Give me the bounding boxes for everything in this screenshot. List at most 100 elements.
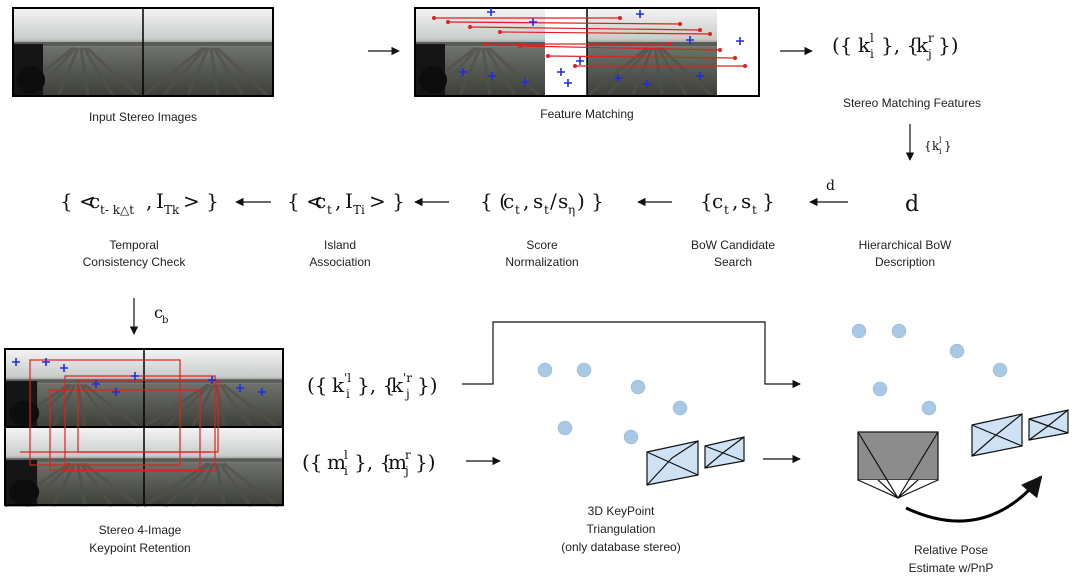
caption-temporal-1: Temporal: [109, 238, 158, 252]
svg-text:t: t: [544, 203, 549, 217]
pose-3d-points: [851, 323, 1008, 416]
svg-text:i: i: [939, 147, 942, 156]
svg-text:b: b: [162, 315, 168, 326]
caption-island-1: Island: [324, 238, 356, 252]
retention-unmatched: [12, 358, 266, 396]
caption-hier-bow-1: Hierarchical BoW: [859, 238, 952, 252]
svg-text:}, {: }, {: [881, 33, 919, 57]
caption-bow-search-2: Search: [714, 255, 752, 269]
caption-input-stereo: Input Stereo Images: [89, 110, 197, 124]
svg-text:) }: ) }: [577, 189, 604, 213]
caption-score-norm-1: Score: [526, 238, 558, 252]
svg-text:m: m: [388, 450, 407, 474]
svg-text:k: k: [916, 33, 929, 57]
relative-pose-arrow: [905, 475, 1043, 523]
caption-island-2: Association: [309, 255, 370, 269]
svg-text:s: s: [533, 189, 543, 213]
svg-text:t: t: [752, 203, 757, 217]
four-image-retention: [3, 347, 285, 508]
svg-text:'l: 'l: [344, 371, 351, 385]
svg-text:I: I: [156, 189, 164, 213]
edge-label-cb: c b: [154, 303, 168, 326]
node-d: d: [905, 192, 919, 217]
svg-text:c: c: [154, 303, 163, 322]
caption-triang-1: 3D KeyPoint: [588, 504, 655, 518]
caption-triang-3: (only database stereo): [561, 540, 680, 554]
svg-text:> }: > }: [369, 189, 405, 213]
svg-text:k: k: [332, 373, 345, 397]
svg-text:({: ({: [832, 33, 853, 57]
edge-label-d: d: [826, 178, 835, 194]
caption-score-norm-2: Normalization: [505, 255, 578, 269]
svg-text:m: m: [327, 450, 346, 474]
svg-text:Tk: Tk: [164, 203, 180, 217]
svg-text:({: ({: [302, 450, 323, 474]
svg-text:}): }): [415, 450, 436, 474]
svg-text:{: {: [924, 139, 932, 153]
svg-text:{ <: { <: [60, 189, 96, 213]
triangulated-points: [537, 362, 688, 445]
database-camera-pair: [971, 409, 1069, 457]
svg-text:c: c: [712, 189, 723, 213]
svg-text:}, {: }, {: [357, 373, 395, 397]
stereo-camera-pair: [646, 436, 745, 486]
svg-text:I: I: [345, 189, 353, 213]
caption-retention-1: Stereo 4-Image: [99, 523, 182, 537]
svg-text:k: k: [858, 33, 871, 57]
svg-text:/: /: [550, 189, 557, 213]
svg-text:t: t: [327, 203, 332, 217]
caption-retention-2: Keypoint Retention: [89, 541, 190, 555]
edge-label-kl: { k l i }: [924, 136, 952, 156]
svg-text:t: t: [515, 203, 520, 217]
match-lines: [434, 17, 745, 67]
svg-text:,: ,: [335, 189, 341, 213]
svg-text:t: t: [724, 203, 729, 217]
unmatched-points: [459, 8, 744, 88]
island-expr: { < c t , I Ti > }: [287, 189, 405, 217]
svg-text:i: i: [870, 47, 874, 61]
arrow-k-to-pose: [462, 321, 801, 389]
score-norm-expr: { ( c t , s t / s η ) }: [480, 189, 604, 217]
svg-text:l: l: [939, 136, 942, 145]
svg-text:}: }: [944, 139, 952, 153]
svg-text:> }: > }: [183, 189, 219, 213]
caption-stereo-features: Stereo Matching Features: [843, 96, 981, 110]
svg-text:c: c: [503, 189, 514, 213]
input-stereo-images: [11, 6, 275, 98]
svg-text:j: j: [926, 47, 932, 61]
retained-k-expr: ({ k 'l i }, { k 'r j }): [307, 371, 438, 401]
svg-text:,: ,: [523, 189, 529, 213]
svg-text:'r: 'r: [403, 371, 412, 385]
caption-temporal-2: Consistency Check: [83, 255, 187, 269]
stereo-features-expr: ({ k l i }, { k r j }): [832, 31, 959, 61]
caption-pose-1: Relative Pose: [914, 543, 988, 557]
svg-text:k: k: [932, 139, 940, 153]
svg-text:c: c: [89, 189, 100, 213]
caption-hier-bow-2: Description: [875, 255, 935, 269]
svg-text:{ <: { <: [287, 189, 323, 213]
svg-text:c: c: [315, 189, 326, 213]
svg-text:}): }): [938, 33, 959, 57]
svg-text:}): }): [417, 373, 438, 397]
svg-text:k: k: [391, 373, 404, 397]
svg-text:{: {: [700, 189, 713, 213]
caption-triang-2: Triangulation: [587, 522, 656, 536]
caption-feature-matching: Feature Matching: [540, 107, 633, 121]
svg-text:l: l: [870, 31, 874, 45]
temporal-expr: { < c t- k△t , I Tk > }: [60, 189, 219, 217]
match-points: [432, 16, 747, 68]
svg-text:r: r: [405, 448, 411, 462]
svg-text:t- k△t: t- k△t: [100, 203, 134, 217]
svg-text:,: ,: [732, 189, 738, 213]
caption-bow-search-1: BoW Candidate: [691, 238, 775, 252]
svg-text:{ (: { (: [480, 189, 507, 213]
svg-text:({: ({: [307, 373, 328, 397]
svg-text:i: i: [346, 387, 350, 401]
svg-text:l: l: [344, 448, 348, 462]
retention-links: [20, 359, 219, 472]
svg-text:r: r: [928, 31, 934, 45]
feature-matching-images: [413, 6, 760, 98]
svg-text:η: η: [568, 203, 575, 217]
svg-text:s: s: [558, 189, 568, 213]
